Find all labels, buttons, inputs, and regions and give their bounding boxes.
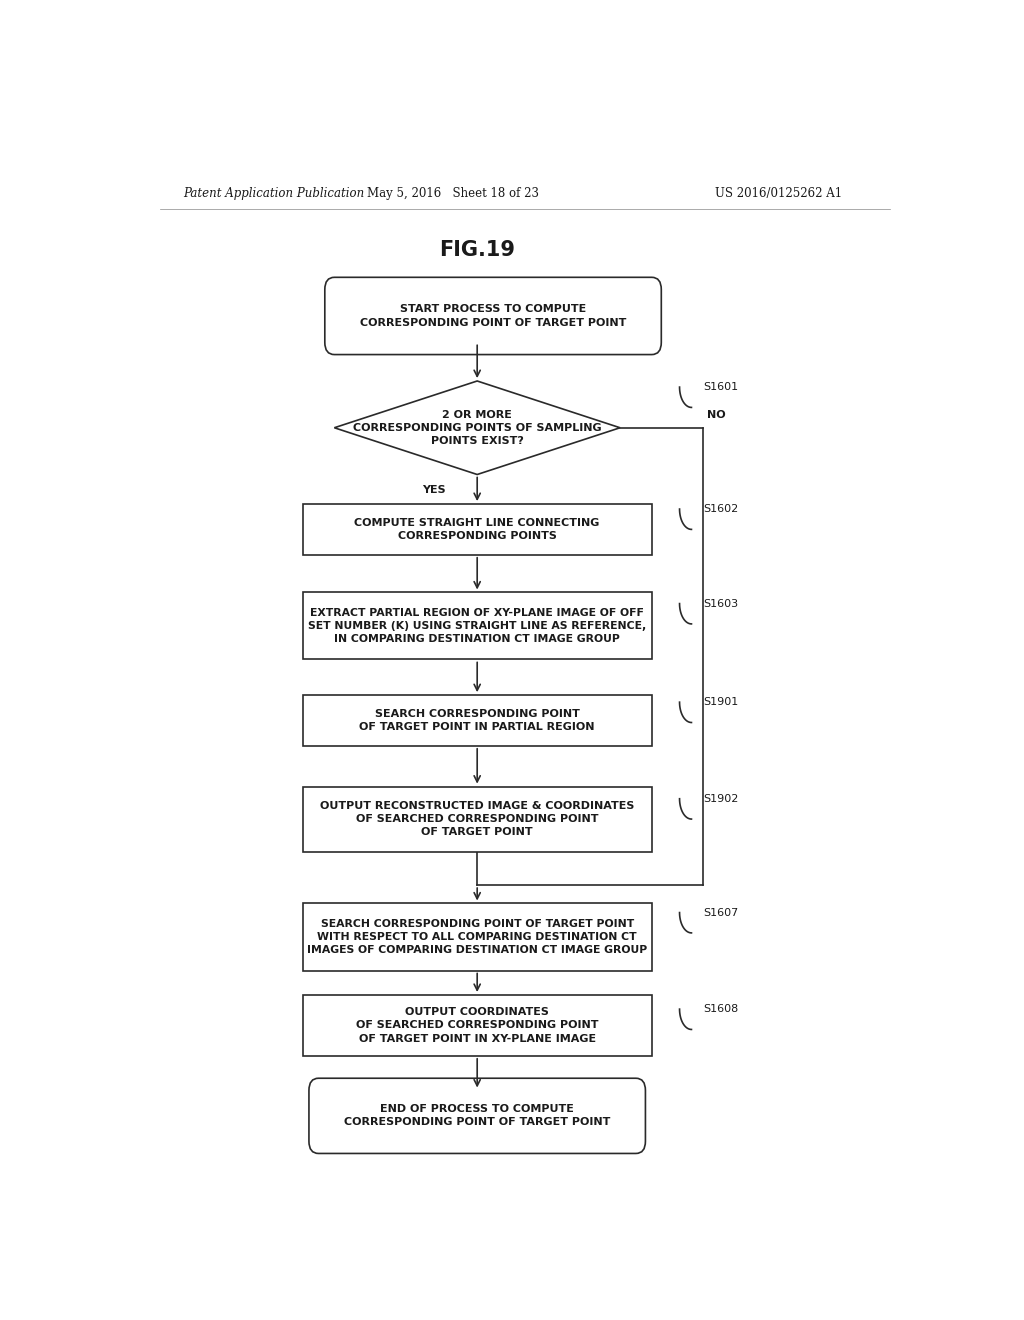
Bar [303,504,652,554]
Bar [303,787,652,851]
FancyBboxPatch shape [325,277,662,355]
Text: YES: YES [422,484,445,495]
Text: May 5, 2016   Sheet 18 of 23: May 5, 2016 Sheet 18 of 23 [368,187,540,201]
Text: SEARCH CORRESPONDING POINT
OF TARGET POINT IN PARTIAL REGION: SEARCH CORRESPONDING POINT OF TARGET POI… [359,709,595,733]
Text: S1901: S1901 [703,697,738,708]
Text: US 2016/0125262 A1: US 2016/0125262 A1 [715,187,843,201]
Text: EXTRACT PARTIAL REGION OF XY-PLANE IMAGE OF OFF
SET NUMBER (K) USING STRAIGHT LI: EXTRACT PARTIAL REGION OF XY-PLANE IMAGE… [308,607,646,644]
Text: START PROCESS TO COMPUTE
CORRESPONDING POINT OF TARGET POINT: START PROCESS TO COMPUTE CORRESPONDING P… [359,305,627,327]
Text: S1603: S1603 [703,598,738,609]
Text: FIG.19: FIG.19 [439,240,515,260]
Text: COMPUTE STRAIGHT LINE CONNECTING
CORRESPONDING POINTS: COMPUTE STRAIGHT LINE CONNECTING CORRESP… [354,517,600,541]
Text: END OF PROCESS TO COMPUTE
CORRESPONDING POINT OF TARGET POINT: END OF PROCESS TO COMPUTE CORRESPONDING … [344,1105,610,1127]
Text: 2 OR MORE
CORRESPONDING POINTS OF SAMPLING
POINTS EXIST?: 2 OR MORE CORRESPONDING POINTS OF SAMPLI… [353,409,601,446]
Bar [303,995,652,1056]
Text: NO: NO [708,409,726,420]
Text: S1902: S1902 [703,793,738,804]
Text: S1602: S1602 [703,504,738,513]
Text: S1607: S1607 [703,908,738,917]
Bar [303,696,652,746]
Text: S1601: S1601 [703,381,738,392]
Bar [303,593,652,660]
Text: OUTPUT COORDINATES
OF SEARCHED CORRESPONDING POINT
OF TARGET POINT IN XY-PLANE I: OUTPUT COORDINATES OF SEARCHED CORRESPON… [356,1007,598,1044]
Polygon shape [334,381,620,474]
Text: Patent Application Publication: Patent Application Publication [183,187,365,201]
Text: OUTPUT RECONSTRUCTED IMAGE & COORDINATES
OF SEARCHED CORRESPONDING POINT
OF TARG: OUTPUT RECONSTRUCTED IMAGE & COORDINATES… [319,801,635,837]
Text: SEARCH CORRESPONDING POINT OF TARGET POINT
WITH RESPECT TO ALL COMPARING DESTINA: SEARCH CORRESPONDING POINT OF TARGET POI… [307,919,647,956]
Bar [303,903,652,970]
Text: S1608: S1608 [703,1005,738,1014]
FancyBboxPatch shape [309,1078,645,1154]
